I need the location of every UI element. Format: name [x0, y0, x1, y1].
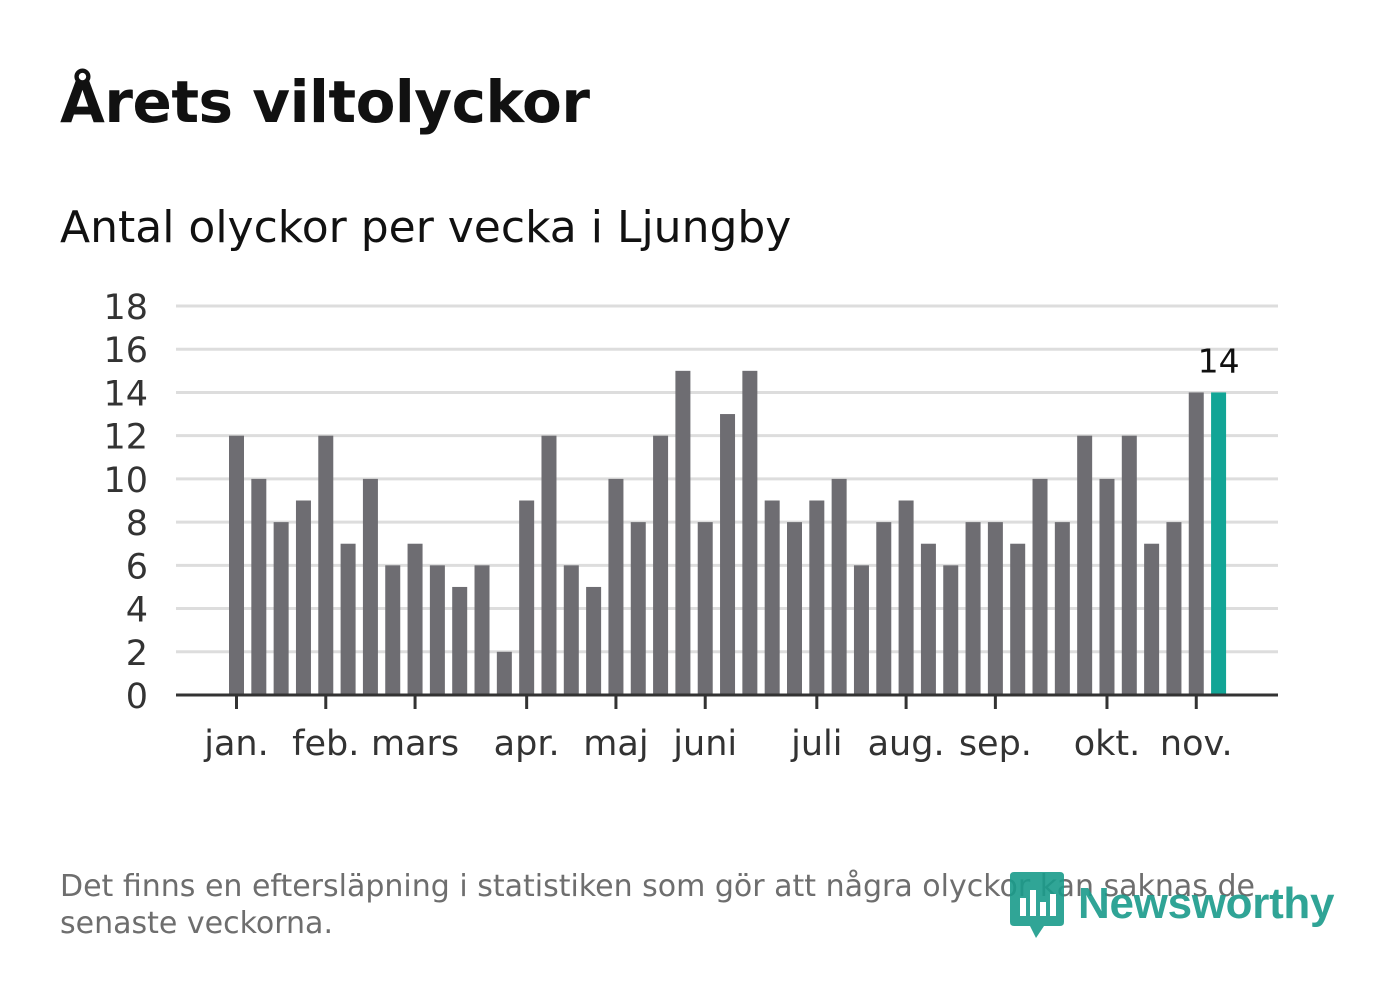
y-tick-label: 18 [103, 288, 148, 328]
bar [1032, 478, 1048, 695]
y-tick-label: 16 [103, 331, 148, 371]
bar [630, 522, 646, 695]
bar [764, 500, 780, 695]
bar [675, 370, 691, 695]
bar [318, 435, 334, 695]
y-tick-label: 12 [103, 418, 148, 458]
bar [586, 586, 602, 695]
bar [295, 500, 311, 695]
bar [429, 565, 445, 695]
bar [1166, 522, 1182, 695]
bar [697, 522, 713, 695]
y-tick-label: 2 [126, 634, 148, 674]
bar [809, 500, 825, 695]
x-tick-label: aug. [868, 724, 945, 764]
bar [273, 522, 289, 695]
x-tick-label: okt. [1074, 724, 1141, 764]
bar [1054, 522, 1070, 695]
y-tick-label: 4 [126, 591, 148, 631]
x-tick-label: feb. [292, 724, 359, 764]
bar [362, 478, 378, 695]
x-tick-label: nov. [1160, 724, 1233, 764]
bar [965, 522, 981, 695]
bar [496, 651, 512, 695]
bar [251, 478, 267, 695]
bar [1144, 543, 1160, 695]
bar [831, 478, 847, 695]
bar [853, 565, 869, 695]
x-tick-label: maj [583, 724, 648, 764]
x-tick-label: sep. [959, 724, 1032, 764]
x-tick-label: jan. [203, 724, 268, 764]
bar [742, 370, 758, 695]
bar [920, 543, 936, 695]
bar [1188, 392, 1204, 695]
x-tick-label: apr. [494, 724, 560, 764]
x-tick-label: juli [790, 724, 842, 764]
newsworthy-logo-text: Newsworthy [1078, 879, 1335, 928]
x-axis-labels: jan. feb. mars apr. maj juni juli aug. sep. okt. n… [203, 724, 1232, 764]
bar [1010, 543, 1026, 695]
bar [452, 586, 468, 695]
bar [474, 565, 490, 695]
bar [1099, 478, 1115, 695]
bar [987, 522, 1003, 695]
chart-subtitle: Antal olyckor per vecka i Ljungby [60, 202, 792, 253]
bar [943, 565, 959, 695]
bar-highlight [1211, 392, 1227, 695]
chart-title: Årets viltolyckor [60, 68, 590, 136]
bar [541, 435, 557, 695]
y-tick-label: 8 [126, 504, 148, 544]
bar [385, 565, 401, 695]
bar [519, 500, 535, 695]
y-tick-label: 14 [103, 374, 148, 414]
x-axis [176, 693, 1278, 709]
bar [876, 522, 892, 695]
bar [340, 543, 356, 695]
bar [407, 543, 423, 695]
y-tick-label: 6 [126, 547, 148, 587]
bar [720, 414, 736, 695]
data-label-latest: 14 [1198, 341, 1240, 380]
bar [608, 478, 624, 695]
bar [653, 435, 669, 695]
bar [563, 565, 579, 695]
newsworthy-logo-icon [1010, 872, 1064, 938]
y-tick-label: 0 [126, 677, 148, 717]
x-tick-label: mars [371, 724, 459, 764]
data-labels: 14 [1198, 341, 1240, 380]
bar [898, 500, 914, 695]
bars [229, 370, 1227, 695]
bar [229, 435, 244, 695]
bar [1077, 435, 1093, 695]
newsworthy-logo: Newsworthy [1008, 868, 1334, 940]
bar [787, 522, 802, 695]
y-tick-label: 10 [103, 461, 148, 501]
bar [1121, 435, 1137, 695]
x-tick-label: juni [672, 724, 737, 764]
